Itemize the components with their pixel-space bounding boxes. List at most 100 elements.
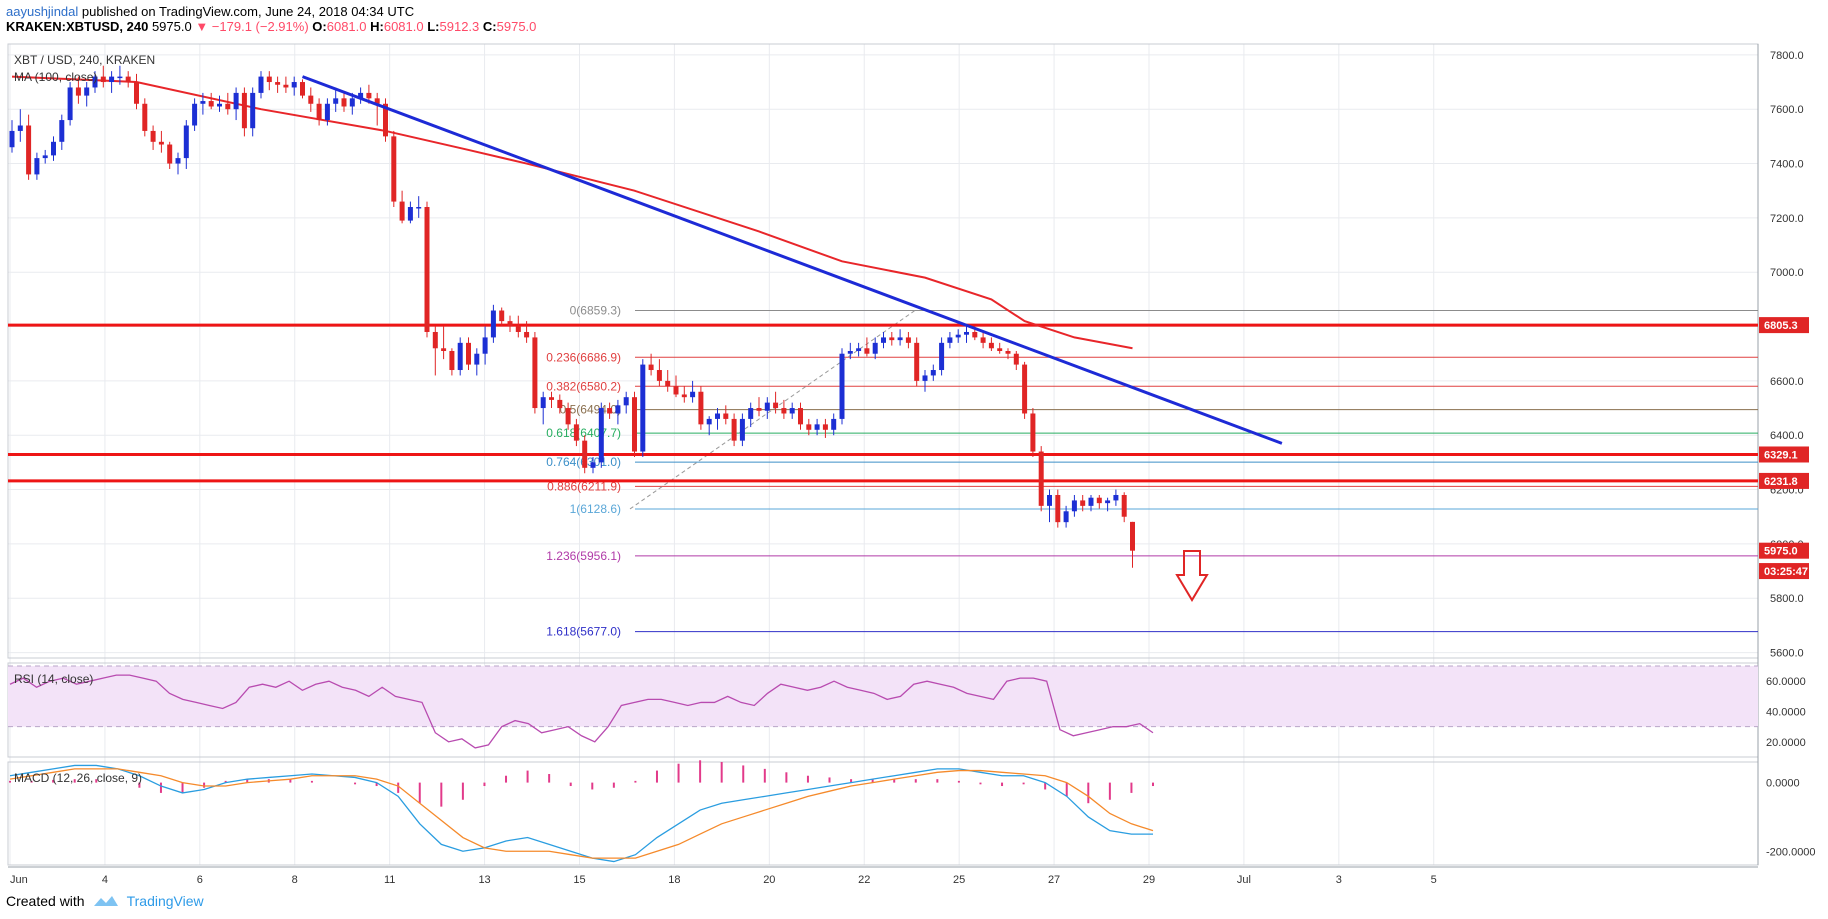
trendline[interactable] [301, 75, 1283, 445]
candle-body [615, 405, 621, 414]
candle-body [648, 364, 654, 371]
candle-body [499, 310, 505, 322]
created-with-text: Created with [6, 893, 85, 909]
candle-body [449, 351, 455, 371]
candle-body [142, 103, 148, 131]
open-label: O: [312, 19, 327, 34]
candle-body [847, 351, 853, 354]
chart-header: aayushjindal published on TradingView.co… [0, 0, 1828, 34]
candle-body [34, 158, 40, 175]
macd-label: MACD (12, 26, close, 9) [14, 771, 142, 785]
ticker-label: KRAKEN:XBTUSD, 240 [6, 19, 149, 34]
candle-body [349, 98, 355, 107]
candle-body [366, 92, 372, 99]
price-tick-label: 6400.0 [1770, 430, 1804, 442]
symbol-label: XBT / USD, 240, KRAKEN [14, 53, 155, 67]
candle-body [300, 82, 305, 96]
candle-body [441, 348, 447, 351]
candle-body [507, 321, 513, 327]
candle-body [225, 103, 231, 110]
price-tag-label: 6231.8 [1764, 476, 1798, 488]
fib-level-label: 0.236(6686.9) [546, 350, 621, 364]
candle-body [573, 424, 579, 441]
candle-body [748, 408, 754, 419]
candle-body [1130, 521, 1135, 551]
candle-body [632, 397, 637, 452]
candle-body [789, 408, 795, 414]
header-line: aayushjindal published on TradingView.co… [6, 4, 536, 34]
candle-body [333, 98, 339, 104]
rsi-line [9, 674, 1154, 749]
candle-body [250, 92, 256, 129]
chart-canvas[interactable]: 0(6859.3) 0.236(6686.9) 0.382(6580.2) 0.5(6… [0, 0, 1828, 890]
price-tick-label: 6600.0 [1770, 376, 1804, 388]
tradingview-brand[interactable]: TradingView [126, 893, 204, 909]
candle-body [1055, 494, 1061, 523]
tradingview-logo-icon [93, 896, 118, 906]
candle-body [158, 141, 164, 145]
time-tick-label: 22 [858, 874, 870, 886]
candle-body [59, 120, 65, 142]
candle-body [947, 337, 953, 343]
time-tick-label: Jul [1237, 874, 1251, 886]
ma-label: MA (100, close) [14, 70, 97, 84]
price-tag-label: 03:25:47 [1764, 566, 1808, 578]
high-label: H: [370, 19, 384, 34]
candle-body [416, 207, 422, 209]
candle-body [930, 370, 936, 376]
candle-body [399, 201, 405, 221]
candle-body [1088, 497, 1094, 506]
price-tag-bg [1759, 317, 1809, 334]
candle-body [922, 375, 928, 381]
candle-body [565, 408, 571, 425]
candle-body [822, 424, 828, 430]
price-axis[interactable]: 7800.07600.07400.07200.07000.06800.06600… [1759, 50, 1816, 858]
horizontal-levels[interactable] [8, 323, 1758, 483]
candle-body [939, 342, 945, 371]
candle-body [1063, 511, 1069, 523]
rsi-tick-label: 60.0000 [1766, 676, 1806, 688]
rsi-label: RSI (14, close) [14, 672, 93, 686]
moving-average [11, 75, 1133, 350]
macd-tick-label: -200.0000 [1766, 846, 1816, 858]
candle-body [9, 130, 15, 148]
fibonacci-retracement[interactable]: 0(6859.3) 0.236(6686.9) 0.382(6580.2) 0.5(6… [546, 303, 1758, 639]
candle-body [183, 125, 189, 159]
candle-body [881, 337, 886, 343]
author-link[interactable]: aayushjindal [6, 4, 79, 19]
candle-body [739, 418, 745, 441]
candle-body [1096, 497, 1102, 504]
price-tag-bg [1759, 472, 1809, 489]
rsi-tick-label: 20.0000 [1766, 737, 1806, 749]
time-tick-label: 18 [668, 874, 680, 886]
candle-body [997, 348, 1003, 351]
candle-body [17, 125, 23, 131]
time-axis[interactable]: Jun 4 6 8 11 13 15 18 20 22 25 27 29 Jul 3 5 [10, 874, 1437, 886]
candle-body [150, 130, 156, 142]
candle-body [316, 103, 322, 121]
candle-body [208, 101, 214, 107]
macd-tick-label: 0.0000 [1766, 778, 1800, 790]
time-tick-label: 27 [1048, 874, 1060, 886]
candle-body [557, 399, 563, 409]
candle-body [781, 408, 787, 414]
footer: Created with TradingView [6, 893, 204, 909]
candle-body [673, 386, 679, 395]
candle-body [656, 370, 662, 381]
fib-level-label: 0.5(6494.0) [560, 403, 621, 417]
candle-body [192, 103, 198, 126]
candle-body [391, 136, 397, 202]
price-tick-label: 5600.0 [1770, 648, 1804, 660]
rsi-tick-label: 40.0000 [1766, 707, 1806, 719]
fib-level-label: 0.886(6211.9) [547, 479, 621, 493]
candle-body [67, 87, 73, 121]
pane-border [7, 43, 1759, 659]
candle-body [275, 82, 281, 85]
candle-body [474, 353, 480, 365]
candle-body [1071, 500, 1077, 512]
ma-100-line [11, 75, 1133, 350]
candle-body [241, 92, 247, 129]
candle-body [233, 92, 239, 110]
time-tick-label: Jun [10, 874, 28, 886]
price-tag-label: 5975.0 [1764, 546, 1798, 558]
